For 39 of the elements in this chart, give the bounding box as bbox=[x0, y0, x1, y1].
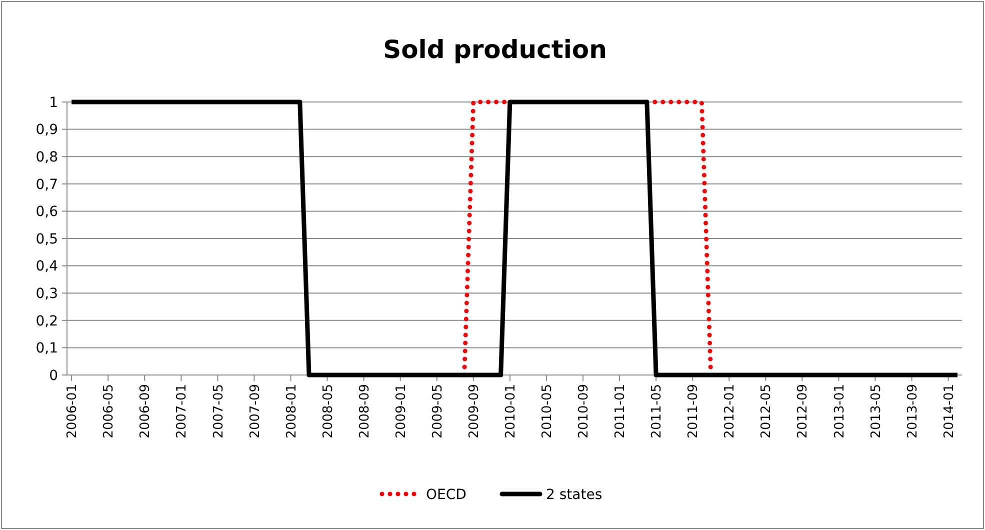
legend-label: OECD bbox=[426, 486, 466, 503]
x-tick-label: 2011-01 bbox=[613, 384, 628, 438]
legend-label: 2 states bbox=[546, 486, 602, 503]
x-tick-label: 2014-01 bbox=[942, 384, 957, 438]
x-tick-label: 2010-09 bbox=[576, 384, 592, 438]
x-tick-label: 2007-09 bbox=[248, 384, 263, 438]
x-tick-label: 2007-05 bbox=[211, 384, 226, 438]
x-tick-label: 2006-09 bbox=[138, 384, 154, 438]
x-tick-label: 2013-01 bbox=[832, 384, 848, 438]
x-tick-label: 2009-09 bbox=[466, 384, 482, 438]
x-tick-label: 2008-01 bbox=[284, 384, 300, 438]
y-tick-label: 0,4 bbox=[36, 258, 58, 275]
x-tick-label: 2009-05 bbox=[430, 384, 446, 438]
x-tick-label: 2013-09 bbox=[905, 384, 920, 438]
x-tick-label: 2006-01 bbox=[65, 384, 80, 438]
x-tick-label: 2012-09 bbox=[796, 384, 811, 438]
x-tick-label: 2013-05 bbox=[868, 384, 884, 438]
chart-title: Sold production bbox=[383, 35, 607, 64]
x-tick-label: 2006-05 bbox=[102, 384, 117, 438]
y-tick-label: 0,7 bbox=[36, 176, 58, 193]
x-tick-label: 2012-05 bbox=[759, 384, 774, 438]
y-tick-label: 0,8 bbox=[36, 150, 58, 166]
x-tick-label: 2011-09 bbox=[686, 384, 702, 438]
y-tick-label: 0,1 bbox=[36, 340, 58, 357]
x-tick-label: 2007-01 bbox=[174, 384, 190, 438]
y-tick-label: 0,6 bbox=[36, 204, 58, 220]
y-tick-label: 0 bbox=[49, 368, 58, 384]
x-tick-label: 2009-01 bbox=[394, 384, 409, 438]
y-tick-label: 0,3 bbox=[36, 286, 58, 302]
x-tick-label: 2011-05 bbox=[650, 384, 665, 438]
x-tick-label: 2010-05 bbox=[540, 384, 556, 438]
y-tick-label: 1 bbox=[49, 94, 58, 111]
x-tick-label: 2008-05 bbox=[320, 384, 336, 438]
x-tick-label: 2008-09 bbox=[357, 384, 372, 438]
y-tick-label: 0,2 bbox=[36, 313, 58, 330]
y-tick-label: 0,5 bbox=[36, 231, 58, 248]
x-tick-label: 2010-01 bbox=[503, 384, 518, 438]
y-tick-label: 0,9 bbox=[36, 122, 58, 138]
x-tick-label: 2012-01 bbox=[722, 384, 738, 438]
